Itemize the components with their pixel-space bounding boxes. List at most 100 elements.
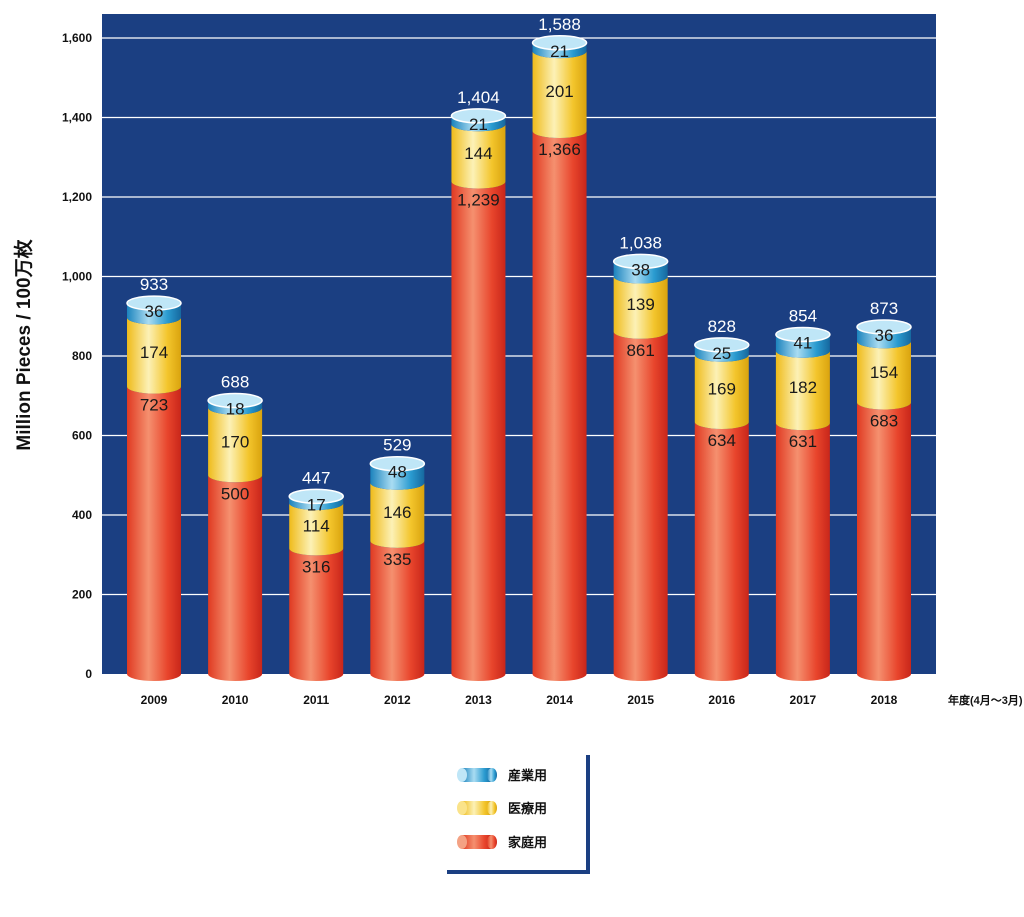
legend-swatch-end	[487, 801, 497, 815]
bar-segment-household	[289, 548, 344, 682]
bar-segment-medical	[532, 51, 587, 139]
y-tick-label: 1,200	[62, 190, 92, 204]
data-label: 41	[793, 334, 812, 353]
x-tick-label: 2010	[222, 693, 249, 707]
bar-top-cap	[288, 488, 344, 505]
total-label: 688	[221, 373, 249, 392]
data-label: 38	[631, 260, 650, 279]
total-label: 447	[302, 468, 330, 487]
bar-segment-medical	[694, 354, 749, 429]
data-label: 634	[708, 431, 736, 450]
bar-segment-medical	[208, 407, 263, 483]
bar-top-cap	[775, 326, 831, 343]
data-label: 17	[307, 495, 326, 514]
bar-segment-household	[370, 540, 425, 682]
y-tick-label: 0	[85, 667, 92, 681]
y-tick-label: 400	[72, 508, 92, 522]
data-label: 144	[464, 144, 492, 163]
data-label: 139	[626, 295, 654, 314]
x-tick-label: 2012	[384, 693, 411, 707]
bar-segment-medical	[857, 341, 911, 410]
bar-top-cap	[612, 253, 669, 270]
x-tick-label: 2015	[627, 693, 654, 707]
bar-segment-medical	[289, 503, 344, 556]
x-tick-label: 2018	[871, 693, 898, 707]
bar-segment-household	[208, 475, 263, 682]
data-label: 25	[712, 344, 731, 363]
legend-swatch-cap	[457, 768, 467, 782]
total-label: 529	[383, 436, 411, 455]
bar-segment-household	[613, 331, 668, 682]
legend-label: 家庭用	[508, 835, 547, 850]
bar-segment-industrial	[127, 303, 181, 325]
legend-label: 医療用	[508, 801, 547, 816]
bar-stack-2018: 683 154 36 873	[856, 299, 912, 681]
bar-segment-industrial	[613, 261, 668, 284]
data-label: 316	[302, 557, 330, 576]
bar-stack-2013: 1,239 144 21 1,404	[450, 88, 507, 682]
bar-stack-2009: 723 174 36 933	[126, 275, 182, 681]
bar-stack-2012: 335 146 48 529	[369, 436, 426, 682]
data-label: 1,239	[457, 190, 500, 209]
data-label: 36	[145, 302, 164, 321]
legend-swatch-end	[487, 768, 497, 782]
x-tick-label: 2016	[708, 693, 735, 707]
data-label: 21	[469, 115, 488, 134]
bar-top-cap	[694, 337, 750, 353]
bar-segment-household	[775, 423, 830, 682]
data-label: 861	[626, 341, 654, 360]
bar-top-cap	[207, 392, 263, 409]
total-label: 1,404	[457, 88, 500, 107]
data-label: 683	[870, 412, 898, 431]
bar-segment-household	[694, 421, 749, 682]
bar-stack-2016: 634 169 25 828	[694, 317, 750, 682]
data-label: 631	[789, 432, 817, 451]
bar-segment-industrial	[289, 496, 344, 511]
x-tick-label: 2017	[790, 693, 817, 707]
legend-item: 家庭用	[457, 835, 547, 850]
legend-label: 産業用	[508, 768, 547, 783]
bar-stack-2015: 861 139 38 1,038	[612, 233, 669, 682]
bar-top-cap	[856, 319, 912, 335]
bar-segment-medical	[370, 482, 425, 548]
x-tick-label: 2014	[546, 693, 573, 707]
bar-segment-industrial	[694, 344, 749, 362]
data-label: 18	[226, 400, 245, 419]
legend-swatch	[462, 801, 492, 815]
total-label: 854	[789, 307, 817, 326]
total-label: 1,588	[538, 15, 581, 34]
bar-segment-household	[532, 131, 587, 682]
bar-segment-medical	[775, 350, 830, 431]
total-label: 828	[708, 317, 736, 336]
legend-swatch-cap	[457, 801, 467, 815]
legend-swatch-end	[487, 835, 497, 849]
data-label: 1,366	[538, 140, 581, 159]
y-tick-label: 1,400	[62, 111, 92, 125]
bar-segment-medical	[613, 276, 668, 339]
data-label: 335	[383, 550, 411, 569]
total-label: 873	[870, 299, 898, 318]
bar-segment-industrial	[775, 334, 830, 358]
data-label: 201	[545, 82, 573, 101]
y-tick-label: 200	[72, 588, 92, 602]
legend-swatch	[462, 768, 492, 782]
legend-swatch-cap	[457, 835, 467, 849]
data-label: 170	[221, 432, 249, 451]
bar-segment-household	[451, 181, 506, 682]
legend-swatch	[462, 835, 492, 849]
total-label: 1,038	[619, 233, 662, 252]
bar-top-cap	[450, 108, 507, 124]
data-label: 154	[870, 363, 898, 382]
x-axis-unit-label: 年度(4月〜3月)	[948, 693, 1023, 707]
y-tick-label: 800	[72, 349, 92, 363]
bar-stack-2014: 1,366 201 21 1,588	[531, 15, 588, 682]
bar-stack-2011: 316 114 17 447	[288, 468, 344, 682]
bar-stack-2010: 500 170 18 688	[207, 373, 263, 682]
y-axis-label: Million Pieces / 100万枚	[12, 238, 35, 450]
data-label: 169	[708, 379, 736, 398]
bar-stack-2017: 631 182 41 854	[775, 307, 831, 682]
bar-top-cap	[531, 35, 588, 51]
